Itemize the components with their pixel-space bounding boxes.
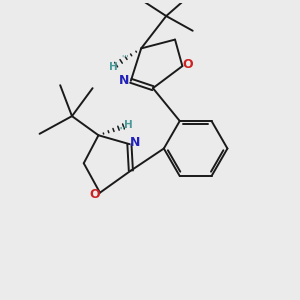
Text: H: H: [109, 62, 118, 72]
Text: '''​: '''​: [122, 55, 129, 64]
Text: ''': ''': [118, 127, 125, 136]
Text: H: H: [124, 120, 132, 130]
Text: O: O: [182, 58, 193, 71]
Text: N: N: [119, 74, 130, 87]
Text: O: O: [89, 188, 100, 201]
Text: N: N: [130, 136, 140, 149]
